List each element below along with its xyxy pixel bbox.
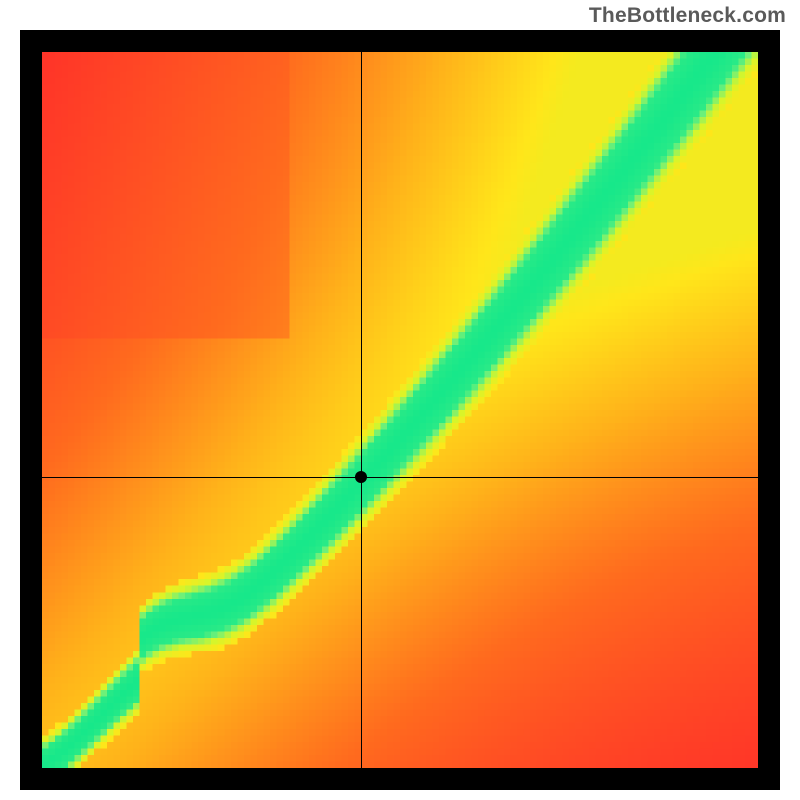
watermark-text: TheBottleneck.com	[589, 4, 786, 28]
crosshair-horizontal	[42, 477, 758, 478]
crosshair-dot	[355, 471, 367, 483]
heatmap-canvas	[42, 52, 758, 768]
plot-frame	[20, 30, 780, 790]
crosshair-vertical	[361, 52, 362, 768]
